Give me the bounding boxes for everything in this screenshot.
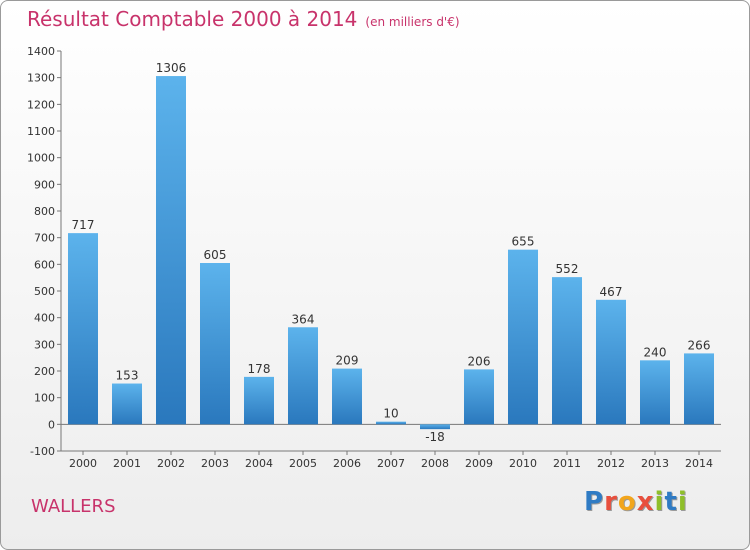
y-tick-label: 1300	[27, 72, 55, 85]
bar-value-label: 153	[116, 369, 139, 383]
bar-value-label: 467	[600, 285, 623, 299]
x-tick-label: 2011	[553, 457, 581, 470]
bar-2014	[684, 353, 714, 425]
logo-letter: P	[584, 487, 605, 517]
y-tick-label: 1200	[27, 98, 55, 111]
x-tick-label: 2006	[333, 457, 361, 470]
logo-letter: x	[636, 487, 655, 517]
x-tick-label: 2014	[685, 457, 713, 470]
bar-2007	[376, 421, 406, 425]
bar-value-label: 1306	[156, 61, 187, 75]
y-tick-label: -100	[30, 445, 55, 458]
bar-2005	[288, 327, 318, 425]
x-tick-label: 2005	[289, 457, 317, 470]
chart-unit: (en milliers d'€)	[365, 15, 460, 29]
bar-2006	[332, 368, 362, 425]
bar-2012	[596, 299, 626, 425]
bar-value-label: 209	[336, 354, 359, 368]
y-tick-label: 1400	[27, 45, 55, 58]
bar-value-label: 364	[292, 312, 315, 326]
bar-value-label: 240	[644, 345, 667, 359]
y-tick-label: 300	[34, 338, 55, 351]
bar-2011	[552, 277, 582, 425]
y-tick-label: 900	[34, 178, 55, 191]
bar-2008	[420, 424, 450, 430]
bar-value-label: 552	[556, 262, 579, 276]
x-tick-label: 2001	[113, 457, 141, 470]
y-tick-label: 800	[34, 205, 55, 218]
x-tick-label: 2000	[69, 457, 97, 470]
logo-letter: i	[654, 487, 665, 517]
chart-bars: 717 153 1306 605 178 364 209 10 -18 206 655 552 467 2…	[68, 61, 714, 444]
y-tick-label: 600	[34, 258, 55, 271]
bar-value-label: 206	[468, 354, 491, 368]
bar-value-label: 178	[248, 362, 271, 376]
bar-2003	[200, 263, 230, 425]
x-tick-label: 2004	[245, 457, 273, 470]
logo-letter: t	[664, 487, 678, 517]
place-name: WALLERS	[31, 496, 116, 517]
bar-2004	[244, 376, 274, 425]
y-tick-label: 200	[34, 365, 55, 378]
x-tick-label: 2009	[465, 457, 493, 470]
y-tick-label: 400	[34, 312, 55, 325]
x-tick-label: 2007	[377, 457, 405, 470]
bar-value-label: 605	[204, 248, 227, 262]
bar-2001	[112, 383, 142, 425]
bar-2013	[640, 360, 670, 425]
bar-2009	[464, 369, 494, 425]
chart-axes: -100 0 100 200 300 400 500 600 700 800 900 1000 1100…	[27, 45, 721, 470]
bar-2002	[156, 76, 186, 425]
bar-value-label: 655	[512, 235, 535, 249]
x-tick-label: 2002	[157, 457, 185, 470]
logo-letter: o	[617, 487, 637, 517]
bar-value-label: 717	[72, 218, 95, 232]
x-tick-label: 2008	[421, 457, 449, 470]
bar-value-label: 10	[383, 407, 398, 421]
proxiti-logo: Proxiti	[584, 487, 688, 517]
chart-title: Résultat Comptable 2000 à 2014 (en millie…	[27, 7, 460, 31]
x-tick-label: 2013	[641, 457, 669, 470]
y-tick-label: 500	[34, 285, 55, 298]
x-tick-label: 2003	[201, 457, 229, 470]
logo-letter: i	[677, 487, 688, 517]
logo-letter: r	[604, 487, 618, 517]
bar-2010	[508, 249, 538, 425]
y-tick-label: 700	[34, 232, 55, 245]
x-tick-label: 2012	[597, 457, 625, 470]
y-tick-label: 100	[34, 392, 55, 405]
bar-value-label: 266	[688, 338, 711, 352]
y-tick-label: 1100	[27, 125, 55, 138]
y-tick-label: 0	[48, 418, 55, 431]
x-tick-label: 2010	[509, 457, 537, 470]
bar-2000	[68, 233, 98, 425]
chart-title-text: Résultat Comptable 2000 à 2014	[27, 7, 358, 31]
y-tick-label: 1000	[27, 152, 55, 165]
bar-value-label: -18	[425, 430, 445, 444]
